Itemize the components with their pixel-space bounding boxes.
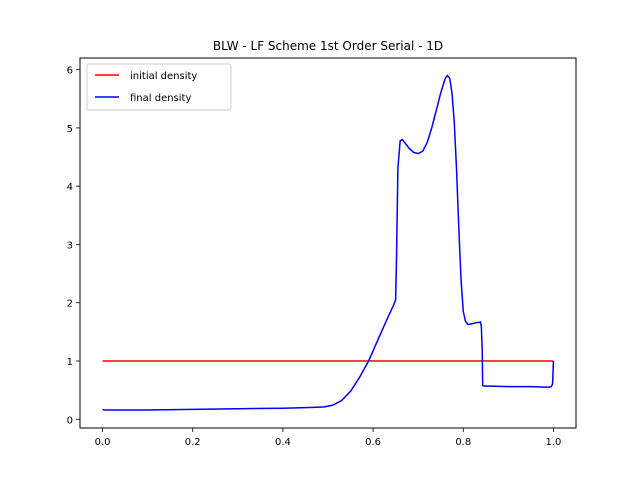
y-axis: 0 1 2 3 4 5 6	[67, 66, 80, 426]
legend-box	[86, 63, 232, 111]
legend: initial density final density	[86, 63, 232, 111]
legend-label-1: final density	[130, 93, 191, 104]
y-tick-label: 0	[67, 415, 73, 426]
x-tick-label: 0.6	[365, 437, 381, 448]
x-tick-label: 0.2	[185, 437, 201, 448]
x-tick-label: 1.0	[546, 437, 562, 448]
x-axis: 0.0 0.2 0.4 0.6 0.8 1.0	[95, 428, 562, 448]
series-line-1	[102, 74, 555, 411]
x-tick-label: 0.8	[455, 437, 471, 448]
y-tick-label: 6	[67, 66, 73, 77]
y-tick-label: 1	[67, 357, 73, 368]
legend-label-0: initial density	[130, 71, 197, 82]
x-tick-label: 0.0	[95, 437, 111, 448]
plot-area	[102, 74, 555, 411]
y-tick-label: 3	[67, 240, 73, 251]
axes-frame	[79, 57, 577, 429]
y-tick-label: 2	[67, 299, 73, 310]
chart-title: BLW - LF Scheme 1st Order Serial - 1D	[213, 39, 443, 53]
y-tick-label: 4	[67, 182, 73, 193]
y-tick-label: 5	[67, 124, 73, 135]
x-tick-label: 0.4	[275, 437, 291, 448]
